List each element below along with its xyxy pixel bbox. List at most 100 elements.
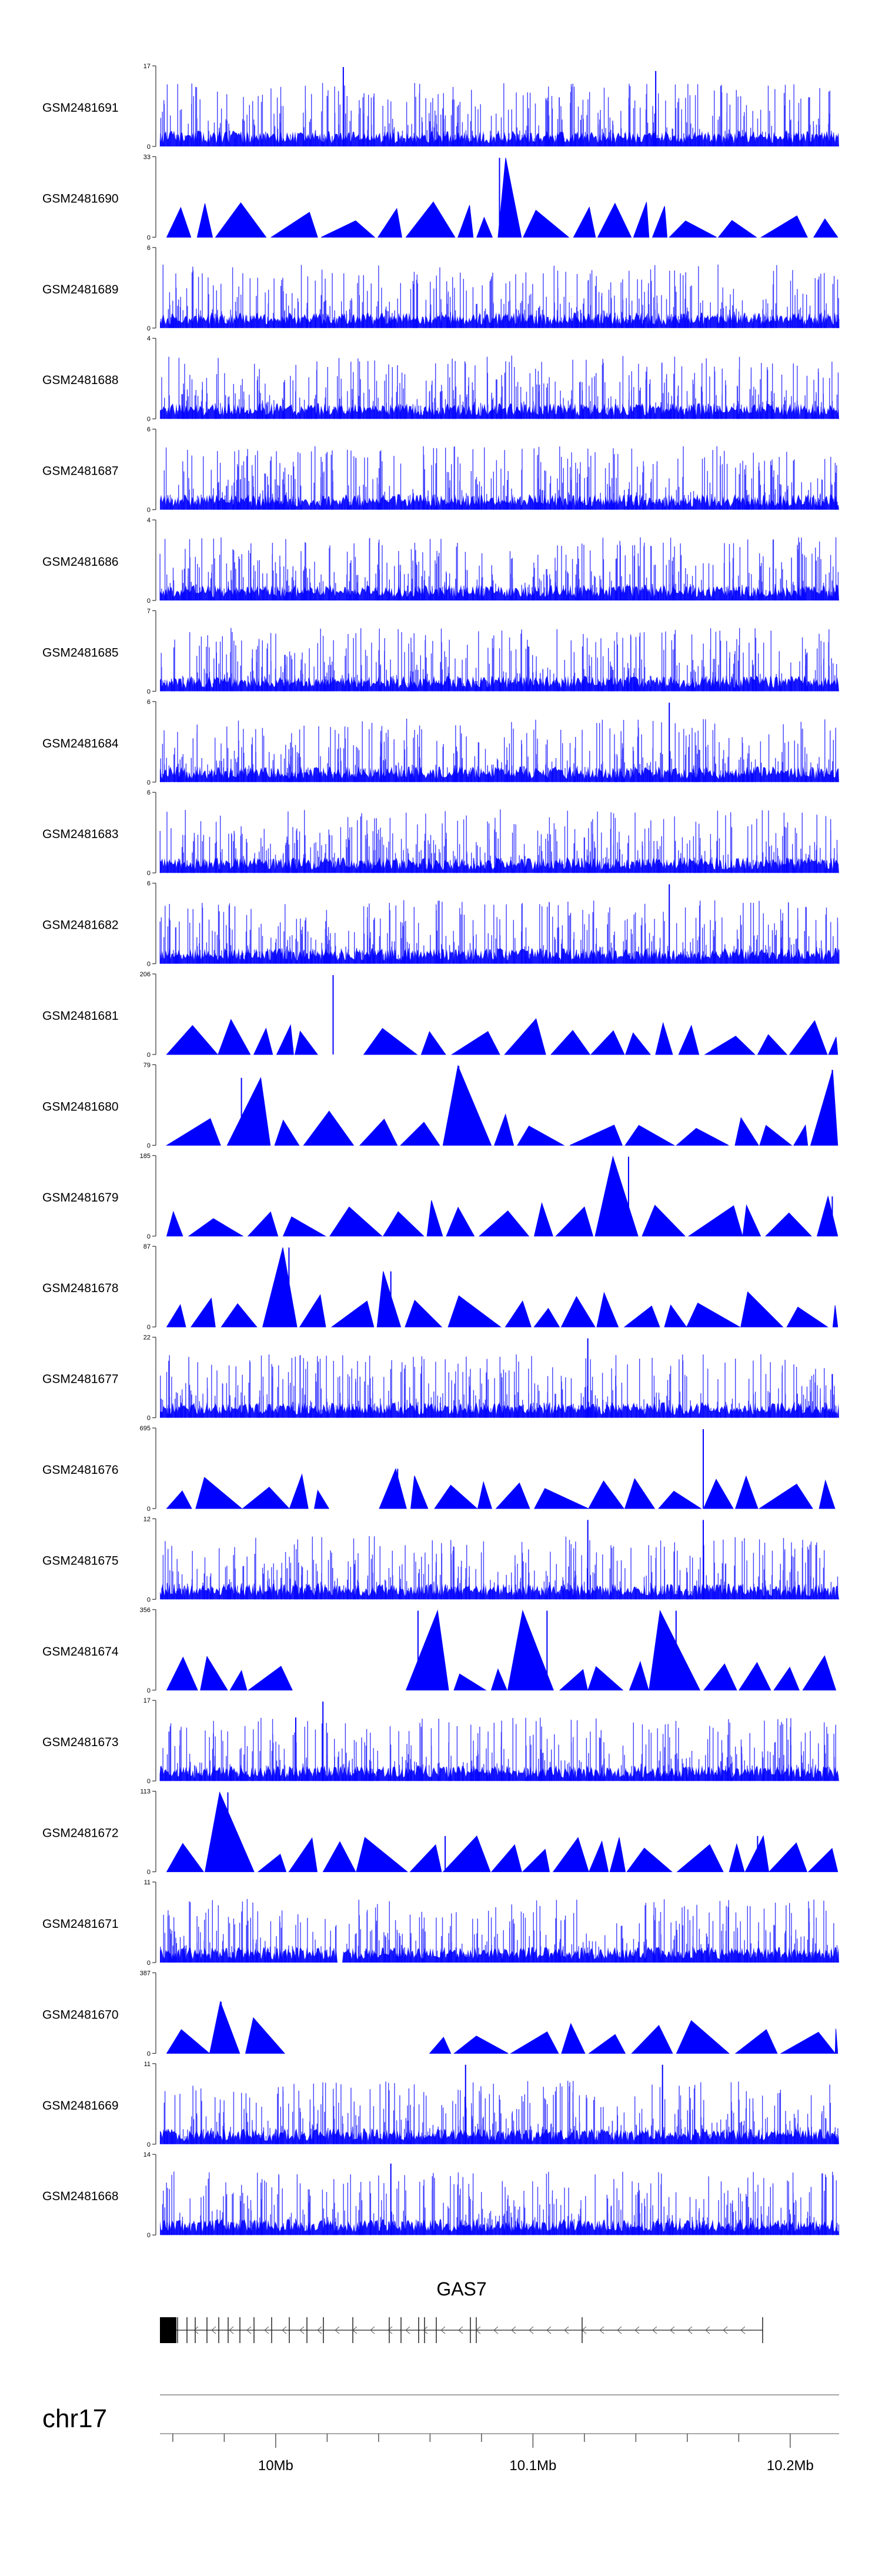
signal-segment — [382, 1211, 425, 1237]
y-max-label: 87 — [143, 1243, 151, 1250]
signal-segment — [242, 1487, 290, 1509]
signal-segment — [166, 206, 192, 238]
signal-segment — [447, 1295, 502, 1327]
signal-segment — [717, 220, 757, 238]
y-min-label: 0 — [147, 2050, 151, 2057]
gene-exon-utr — [160, 2317, 176, 2343]
track-GSM2481680: GSM2481680 79 0 — [42, 1062, 838, 1149]
signal-segment — [652, 206, 668, 238]
signal-segment — [590, 1030, 625, 1055]
signal-segment — [376, 1271, 402, 1327]
signal-segment — [789, 1020, 828, 1055]
signal-segment — [813, 218, 838, 238]
signal-segment — [490, 1668, 507, 1691]
signal-segment — [491, 1844, 522, 1873]
signal-segment — [533, 1307, 560, 1327]
track-GSM2481691: GSM2481691 17 0 — [42, 63, 839, 151]
signal-spikes — [159, 809, 838, 873]
y-max-label: 185 — [140, 1153, 151, 1160]
signal-segment — [507, 1609, 554, 1691]
track-label: GSM2481674 — [42, 1645, 119, 1659]
signal-segment — [493, 1113, 514, 1146]
signal-segment — [738, 1661, 771, 1691]
signal-segment — [552, 1837, 589, 1873]
signal-segment — [676, 1844, 724, 1873]
signal-segment — [495, 1482, 530, 1509]
y-max-label: 113 — [140, 1788, 151, 1796]
y-min-label: 0 — [147, 961, 151, 968]
strand-arrow — [529, 2326, 534, 2334]
signal-segment — [510, 2031, 559, 2054]
signal-segment — [434, 1484, 478, 1509]
signal-segment — [633, 202, 650, 238]
strand-arrow — [723, 2326, 728, 2334]
strand-arrow — [335, 2326, 340, 2334]
strand-arrow — [652, 2326, 657, 2334]
track-label: GSM2481683 — [42, 827, 119, 841]
signal-segment — [405, 1299, 443, 1327]
signal-baseline — [160, 766, 839, 782]
strand-arrow — [564, 2326, 569, 2334]
signal-spikes — [159, 83, 837, 146]
track-label: GSM2481681 — [42, 1009, 119, 1023]
signal-segment — [609, 1837, 626, 1873]
signal-segment — [288, 1837, 318, 1873]
track-label: GSM2481668 — [42, 2190, 119, 2203]
signal-segment — [166, 1490, 192, 1509]
signal-segment — [478, 1210, 530, 1237]
signal-segment — [735, 1475, 759, 1509]
track-GSM2481673: GSM2481673 17 0 — [42, 1697, 839, 1785]
strand-arrow — [599, 2326, 604, 2334]
strand-arrow — [511, 2326, 516, 2334]
signal-segment — [594, 1155, 639, 1237]
signal-tracks: GSM2481691170GSM2481690330GSM248168960GS… — [42, 63, 840, 2239]
signal-segment — [780, 2031, 836, 2054]
track-label: GSM2481677 — [42, 1373, 119, 1386]
y-min-label: 0 — [147, 1233, 151, 1240]
y-min-label: 0 — [147, 1778, 151, 1785]
signal-segment — [555, 1206, 594, 1237]
signal-segment — [215, 202, 267, 238]
signal-segment — [457, 205, 474, 238]
y-max-label: 6 — [147, 699, 151, 706]
signal-segment — [596, 1292, 619, 1327]
strand-arrow — [405, 2326, 410, 2334]
signal-spikes — [161, 628, 838, 692]
signal-segment — [270, 212, 318, 238]
signal-segment — [559, 1669, 588, 1691]
signal-segment — [409, 1844, 442, 1873]
signal-segment — [209, 2000, 240, 2054]
signal-segment — [802, 1655, 837, 1691]
track-GSM2481681: GSM2481681 206 0 — [42, 971, 838, 1059]
track-GSM2481686: GSM2481686 4 0 — [42, 517, 839, 605]
strand-arrow — [687, 2326, 693, 2334]
signal-segment — [294, 1030, 318, 1055]
signal-segment — [303, 1110, 355, 1146]
track-label: GSM2481689 — [42, 283, 119, 296]
signal-segment — [669, 220, 717, 238]
signal-segment — [359, 1119, 398, 1146]
strand-arrow — [229, 2326, 234, 2334]
track-GSM2481676: GSM2481676 695 0 — [42, 1425, 836, 1513]
signal-segment — [828, 1037, 838, 1055]
signal-spikes — [159, 1717, 837, 1781]
signal-segment — [245, 2017, 286, 2054]
signal-segment — [195, 1477, 243, 1509]
signal-segment — [740, 1291, 784, 1327]
y-max-label: 6 — [147, 880, 151, 887]
strand-arrow — [317, 2326, 322, 2334]
signal-segment — [734, 2029, 778, 2054]
track-label: GSM2481688 — [42, 373, 119, 387]
track-GSM2481672: GSM2481672 113 0 — [42, 1788, 838, 1876]
y-max-label: 79 — [143, 1062, 151, 1069]
signal-segment — [166, 2029, 211, 2054]
signal-segment — [649, 1610, 701, 1691]
strand-arrow — [246, 2326, 252, 2334]
signal-segment — [810, 1070, 838, 1146]
signal-segment — [597, 202, 632, 238]
signal-segment — [166, 1210, 183, 1237]
track-label: GSM2481673 — [42, 1736, 119, 1749]
track-label: GSM2481679 — [42, 1191, 119, 1204]
y-max-label: 22 — [143, 1334, 151, 1342]
track-label: GSM2481690 — [42, 192, 119, 205]
